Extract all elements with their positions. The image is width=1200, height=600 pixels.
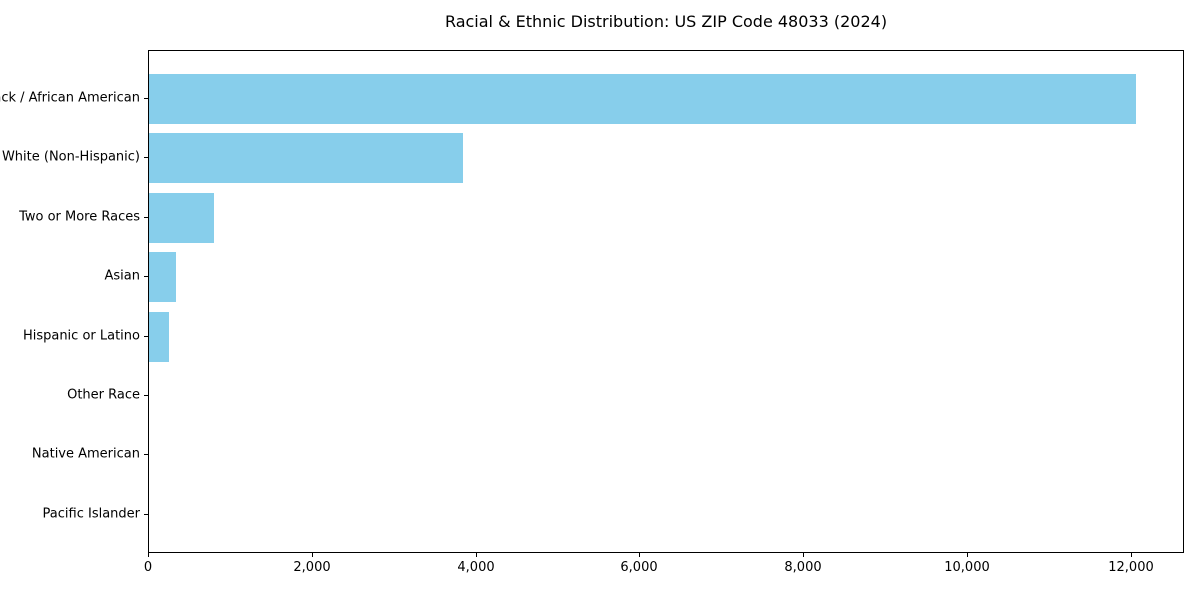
x-tick-label: 10,000 [944,560,990,575]
bar-hispanic-or-latino [149,311,169,362]
x-tick-mark [312,553,313,557]
y-tick-mark [144,454,148,455]
chart-title: Racial & Ethnic Distribution: US ZIP Cod… [444,12,888,31]
y-tick-mark [144,217,148,218]
y-tick-label: Two or More Races [19,209,140,225]
y-tick-mark [144,276,148,277]
x-tick-label: 4,000 [457,560,495,575]
x-tick-label: 8,000 [784,560,822,575]
y-tick-mark [144,98,148,99]
x-tick-label: 0 [143,560,153,575]
x-tick-label: 6,000 [620,560,658,575]
bar-asian [149,252,176,303]
x-tick-mark [476,553,477,557]
y-tick-label: Other Race [67,387,140,403]
x-tick-mark [967,553,968,557]
y-tick-mark [144,514,148,515]
y-tick-mark [144,157,148,158]
y-tick-label: Native American [31,446,140,462]
y-tick-mark [144,395,148,396]
x-tick-label: 12,000 [1108,560,1154,575]
y-tick-label: Hispanic or Latino [22,328,140,344]
plot-area [148,50,1184,553]
bar-two-or-more-races [149,192,214,243]
x-tick-label: 2,000 [293,560,331,575]
bar-black-african-american [149,74,1136,124]
y-tick-label: Asian [104,268,140,284]
x-tick-mark [803,553,804,557]
y-tick-mark [144,336,148,337]
y-tick-label: Pacific Islander [42,506,140,522]
y-tick-label: White (Non-Hispanic) [1,149,140,165]
x-tick-mark [639,553,640,557]
bar-white-non-hispanic [149,133,463,184]
x-tick-mark [148,553,149,557]
y-tick-label: Black / African American [0,90,140,106]
x-tick-mark [1131,553,1132,557]
